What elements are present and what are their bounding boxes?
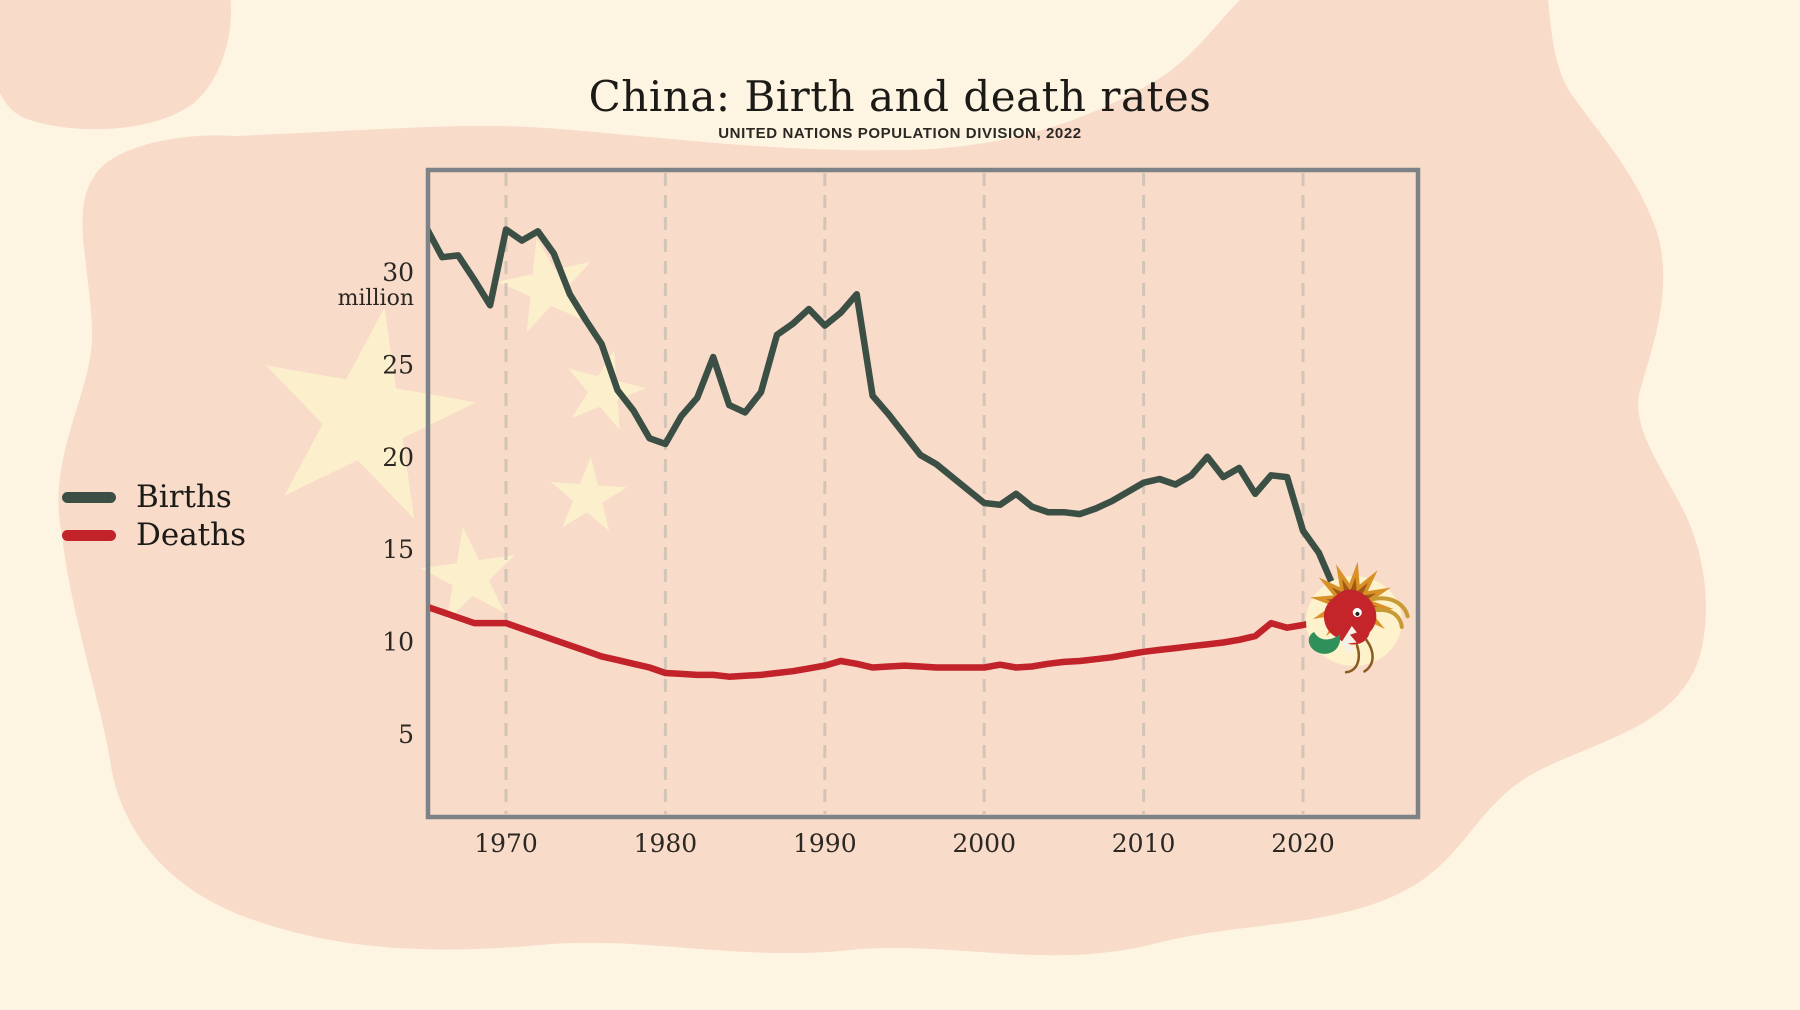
legend-item-births: Births [62, 478, 246, 516]
y-tick-25: 25 [382, 350, 414, 379]
dragon-illustration [1306, 561, 1410, 674]
y-tick-30: 30 [382, 258, 414, 287]
data-series [430, 226, 1386, 680]
legend-label-deaths: Deaths [136, 516, 247, 553]
x-tick-2020: 2020 [1271, 829, 1335, 858]
map-landmass-shape [58, 0, 1707, 956]
x-tick-1980: 1980 [634, 829, 698, 858]
legend: Births Deaths [62, 478, 246, 554]
dragon-teeth [1341, 625, 1357, 653]
births-line-swatch [62, 491, 116, 503]
y-tick-20: 20 [382, 443, 414, 472]
dragon-pupil [1355, 611, 1360, 616]
gridlines [504, 173, 1305, 814]
legend-item-deaths: Deaths [62, 516, 246, 554]
y-tick-10: 10 [382, 628, 414, 657]
dragon-head [1324, 589, 1377, 645]
plot-border [425, 167, 1421, 820]
series-line-deaths [430, 604, 1386, 680]
series-line-births [430, 226, 1386, 653]
x-axis-labels: 1970 1980 1990 2000 2010 2020 [474, 829, 1335, 858]
chart-subtitle: UNITED NATIONS POPULATION DIVISION, 2022 [718, 125, 1082, 142]
x-tick-1970: 1970 [474, 829, 538, 858]
chart-title: China: Birth and death rates [588, 72, 1212, 121]
dragon-jaw [1308, 632, 1341, 654]
x-tick-2000: 2000 [952, 829, 1016, 858]
dragon-horns [1370, 596, 1410, 629]
dragon-whiskers [1344, 638, 1374, 674]
map-corner-patch [0, 0, 231, 130]
y-tick-15: 15 [382, 535, 414, 564]
y-tick-5: 5 [398, 720, 414, 749]
x-tick-2010: 2010 [1112, 829, 1176, 858]
legend-label-births: Births [136, 478, 232, 515]
y-axis-unit-label: million [338, 286, 414, 311]
deaths-line-swatch [62, 529, 116, 541]
x-tick-1990: 1990 [793, 829, 857, 858]
